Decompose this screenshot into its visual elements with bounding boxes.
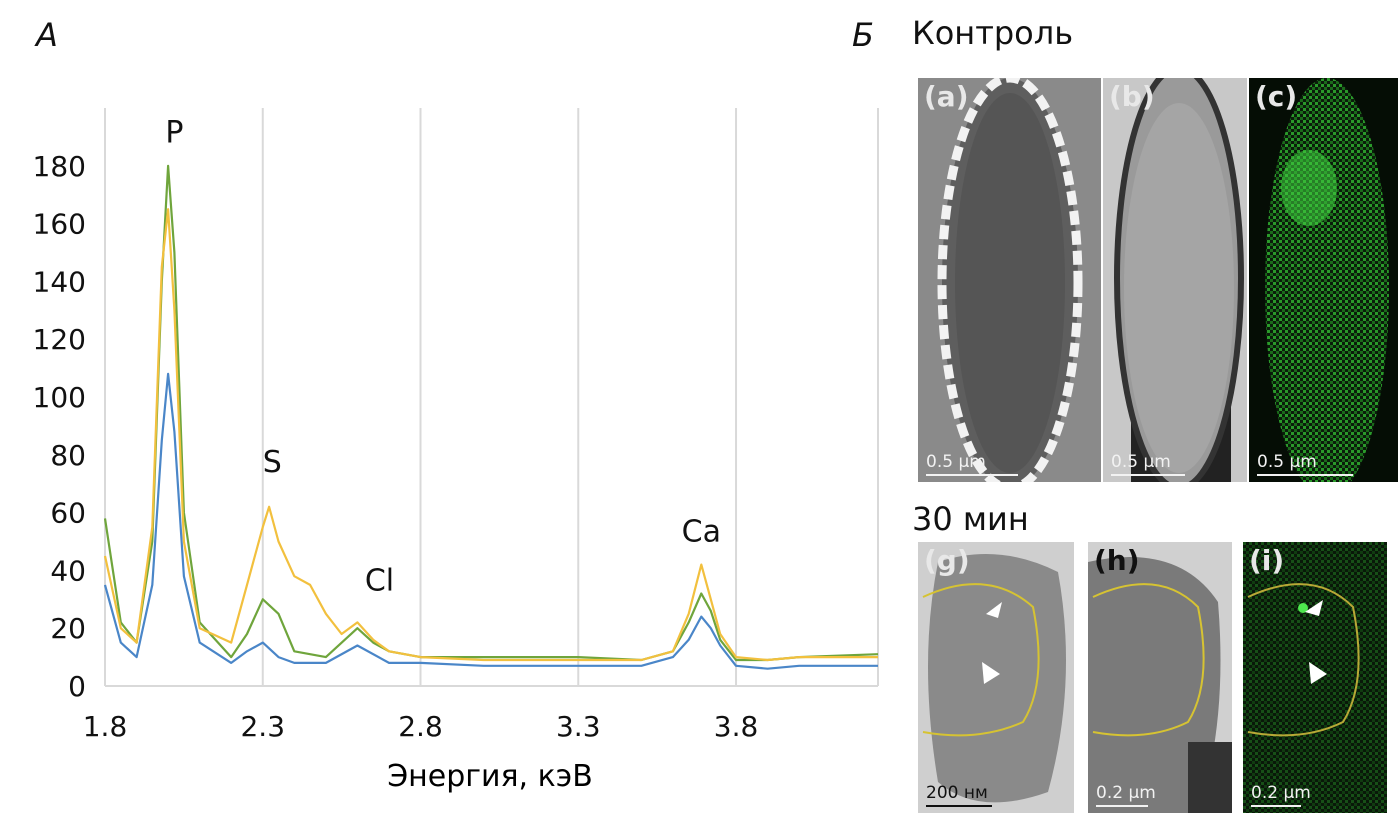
y-tick-label: 40 [50,554,86,587]
scale-bar-g: 200 нм [926,783,992,807]
series-line-3 [103,208,878,662]
y-tick-label: 60 [50,497,86,530]
x-tick-labels: 1.8 2.3 2.8 3.3 3.8 [83,710,759,743]
scale-bar-i: 0.2 μm [1251,783,1311,807]
peak-label: P [165,116,183,151]
scale-bar-a: 0.5 μm [926,452,1018,476]
scale-label-b: 0.5 μm [1111,452,1171,472]
scale-label-a: 0.5 μm [926,452,986,472]
cell-image [1088,542,1232,813]
panel-tag-h: (h) [1094,544,1140,577]
cell-image [918,542,1074,813]
y-tick-label: 180 [33,150,86,183]
peak-annotations: P S Cl Ca [165,116,721,599]
panel-tag-g: (g) [924,544,970,577]
scale-label-c: 0.5 μm [1257,452,1317,472]
y-tick-label: 80 [50,439,86,472]
y-tick-label: 0 [68,670,86,703]
series-lines [103,164,879,670]
peak-label: S [263,445,282,480]
scale-label-g: 200 нм [926,783,988,803]
scale-bar-c: 0.5 μm [1257,452,1353,476]
peak-label: Ca [682,515,721,550]
panel-tag-i: (i) [1249,544,1285,577]
micrograph-a: (a) 0.5 μm [918,78,1101,482]
panel-tag-a: (a) [924,80,969,113]
panel-tag-b: (b) [1109,80,1155,113]
panel-tag-c: (c) [1255,80,1298,113]
y-tick-label: 20 [50,612,86,645]
phosphorus-map [1249,78,1398,482]
scale-label-i: 0.2 μm [1251,783,1311,803]
control-title: Контроль [912,14,1074,52]
y-tick-label: 140 [33,265,86,298]
scale-bar-h: 0.2 μm [1096,783,1156,807]
y-tick-label: 100 [33,381,86,414]
micrograph-h: (h) 0.2 μm [1088,542,1232,813]
x-axis-label: Энергия, кэВ [387,759,593,794]
chart-grid [104,108,879,687]
x-tick-label: 1.8 [83,710,128,743]
scale-bar-b: 0.5 μm [1111,452,1185,476]
scale-label-h: 0.2 μm [1096,783,1156,803]
y-tick-label: 160 [33,208,86,241]
eds-spectrum-chart: 0 20 40 60 80 100 120 140 160 180 1.8 2.3 2.8 3.3 3.8… [33,108,879,794]
phosphorus-map [1243,542,1387,813]
micrograph-g: (g) 200 нм [918,542,1074,813]
cell-image [937,78,1083,482]
panel-a-letter: А [36,16,58,54]
series-line-1 [103,372,878,670]
time-title: 30 мин [912,500,1029,538]
y-tick-label: 120 [33,323,86,356]
cell-image [1103,78,1247,482]
micrograph-i: (i) 0.2 μm [1243,542,1387,813]
series-line-2 [103,164,879,662]
x-tick-label: 3.3 [556,710,601,743]
x-tick-label: 3.8 [714,710,759,743]
x-tick-label: 2.3 [240,710,285,743]
micrograph-c: (c) 0.5 μm [1249,78,1398,482]
x-tick-label: 2.8 [398,710,443,743]
y-tick-labels: 0 20 40 60 80 100 120 140 160 180 [33,150,86,703]
micrograph-b: (b) 0.5 μm [1103,78,1247,482]
peak-label: Cl [365,564,394,599]
panel-b-letter: Б [852,16,874,54]
